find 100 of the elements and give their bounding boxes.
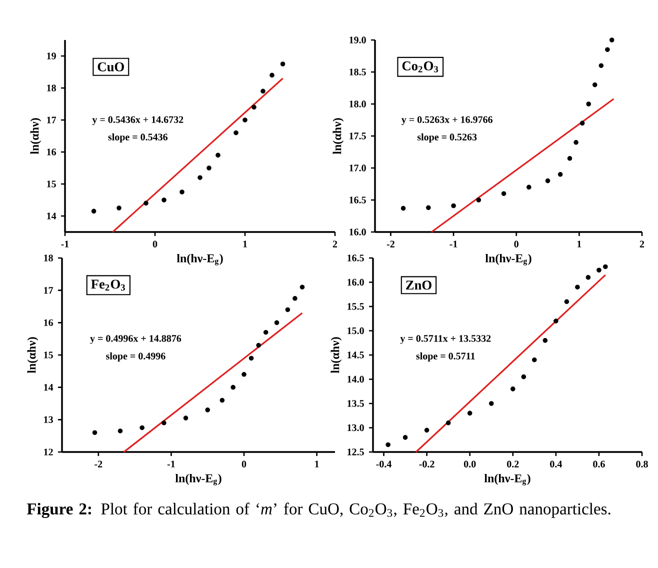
y-tick-label: 19.0: [350, 36, 366, 44]
y-tick-label: 12.5: [348, 448, 364, 456]
y-tick-label: 17: [44, 287, 54, 294]
x-tick-label: -2: [94, 460, 102, 468]
point: [260, 88, 266, 94]
point: [609, 38, 614, 42]
y-tick-label: 15: [44, 352, 53, 358]
y-tick-label: 16.5: [348, 254, 364, 262]
annotation: slope = 0.5711: [416, 352, 475, 362]
y-tick-label: 13: [44, 416, 53, 424]
point: [92, 430, 98, 435]
y-tick-label: 15.5: [348, 303, 364, 310]
y-tick-label: 18: [47, 84, 56, 92]
point: [220, 398, 225, 403]
annotation: y = 0.5436x + 14.6732: [92, 116, 184, 126]
x-tick-label: 0.8: [636, 460, 648, 468]
text: CuO: [98, 62, 124, 72]
y-tick-label: 14: [44, 384, 54, 391]
y-tick-label: 13.5: [348, 400, 364, 407]
y-tick-label: 15: [47, 180, 56, 188]
point: [263, 330, 268, 335]
point: [580, 120, 585, 126]
x-tick-label: -1: [167, 460, 175, 468]
point: [300, 284, 305, 290]
text: ZnO: [406, 280, 432, 290]
text: Fe$_{2}$O$_{3}$: [91, 280, 125, 291]
x-tick-label: 1: [243, 240, 247, 248]
point: [180, 190, 184, 194]
annotation: y = 0.4996x + 14.8876: [90, 335, 182, 344]
y-tick-label: 17.5: [350, 132, 366, 140]
point: [242, 118, 248, 122]
point: [280, 62, 286, 66]
y-tick-label: 18.5: [350, 68, 366, 76]
annotation: slope = 0.5436: [108, 133, 168, 142]
point: [532, 357, 537, 362]
x-tick-label: 0: [514, 240, 518, 248]
point: [424, 428, 430, 433]
point: [586, 274, 591, 280]
point: [386, 442, 390, 448]
x-tick-label: 0.0: [464, 460, 476, 468]
point: [592, 82, 598, 88]
point: [596, 268, 602, 273]
point: [510, 386, 516, 392]
point: [526, 184, 532, 190]
x-tick-label: 0.2: [507, 460, 519, 468]
point: [242, 372, 246, 377]
y-tick-label: 17: [47, 116, 56, 124]
point: [574, 140, 578, 145]
x-tick-label: 0.4: [550, 460, 562, 468]
point: [501, 191, 506, 196]
y-axis-title: ln(αhν): [30, 118, 42, 154]
point: [183, 416, 188, 420]
x-tick-label: -2: [386, 240, 394, 248]
x-axis-title: ln(hν-E$_{g}$): [485, 254, 532, 266]
point: [144, 200, 148, 206]
y-tick-label: 16.5: [350, 196, 366, 204]
y-tick-label: 16.0: [350, 228, 366, 236]
point: [564, 299, 570, 304]
y-tick-label: 17.0: [350, 164, 366, 172]
y-tick-label: 14: [47, 212, 56, 220]
y-tick-label: 14.0: [348, 376, 364, 383]
text: Co$_{2}$O$_{3}$: [402, 61, 438, 72]
point: [402, 435, 408, 440]
y-axis-title: ln(αhν): [27, 337, 38, 374]
point: [554, 318, 558, 324]
x-tick-label: 2: [332, 240, 338, 248]
point: [545, 178, 550, 184]
point: [162, 198, 166, 202]
point: [274, 320, 280, 326]
y-tick-label: 16.0: [348, 278, 364, 286]
point: [118, 428, 123, 434]
point: [400, 206, 406, 211]
y-tick-label: 15.0: [348, 327, 364, 334]
point: [198, 175, 202, 180]
point: [451, 203, 456, 208]
point: [605, 47, 610, 52]
point: [558, 172, 563, 177]
annotation: y = 0.5711x + 13.5332: [400, 335, 491, 344]
point: [91, 208, 96, 214]
text: Figure 2: Plot for calculation of ‘m’ for CuO, Co$_{2}$O$_{3}$, Fe$_{2}$O$_{3}$, and ZnO nanoparticles.: [26, 502, 610, 518]
y-axis-title: ln(αhν): [332, 118, 344, 154]
y-axis-title: ln(αhν): [330, 337, 342, 374]
point: [586, 102, 592, 106]
x-tick-label: -0.2: [419, 460, 434, 468]
point: [270, 72, 274, 78]
x-axis-title: ln(hν-E$_{g}$): [176, 254, 223, 266]
y-tick-label: 18: [44, 254, 53, 262]
x-tick-label: 1: [577, 240, 582, 248]
point: [603, 264, 608, 270]
annotation: slope = 0.4996: [106, 352, 166, 362]
y-tick-label: 13.0: [348, 424, 364, 432]
y-tick-label: 18.0: [350, 100, 366, 108]
x-tick-label: -0.4: [376, 460, 392, 468]
point: [256, 342, 261, 348]
point: [248, 356, 254, 361]
x-tick-label: 1: [315, 460, 319, 468]
point: [488, 401, 494, 406]
point: [292, 296, 298, 301]
x-tick-label: 0: [152, 240, 158, 248]
x-tick-label: 0: [242, 460, 246, 468]
